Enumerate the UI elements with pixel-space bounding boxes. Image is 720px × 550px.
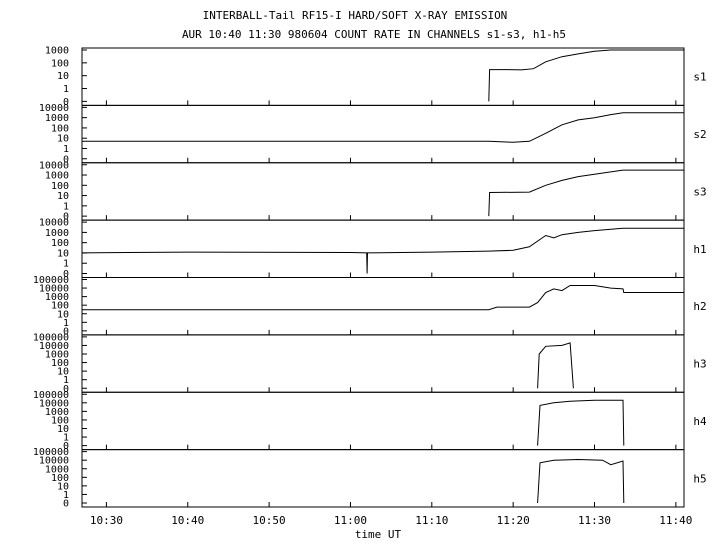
y-tick-label-s2: 100 [51,123,69,134]
y-tick-label-h4: 0 [63,441,69,452]
series-label-s1: s1 [693,71,706,84]
panels-group: 01101001000s10110100100010000s2011010010… [33,46,707,510]
panel-frame-s1 [81,47,685,106]
y-tick-label-h5: 100 [51,473,69,484]
y-tick-label-h2: 10000 [39,284,69,295]
panel-frame-h5 [81,449,685,508]
chart-title: INTERBALL-Tail RF15-I HARD/SOFT X-RAY EM… [203,9,508,22]
y-tick-label-h3: 1000 [45,350,69,361]
y-tick-label-h2: 100000 [33,275,69,286]
x-tick-label: 11:20 [497,514,530,527]
x-tick-label: 10:30 [90,514,123,527]
y-tick-label-h5: 100000 [33,447,69,458]
panel-frame-s2 [81,104,685,164]
x-axis: 10:30 10:40 10:50 11:00 11:10 11:20 11:30 11:40 [90,100,692,527]
y-tick-label-s2: 1 [63,144,69,155]
y-tick-label-h4: 100000 [33,390,69,401]
y-tick-label-h2: 1000 [45,292,69,303]
chart-subtitle: AUR 10:40 11:30 980604 COUNT RATE IN CHA… [182,28,566,41]
panel-frame-h3 [81,334,685,393]
y-tick-label-h2: 10 [57,309,69,320]
y-tick-label-s1: 1 [63,84,69,95]
y-tick-label-s3: 1 [63,201,69,212]
x-tick-label: 11:10 [415,514,448,527]
y-tick-label-h1: 10 [57,248,69,259]
y-tick-label-s3: 0 [63,212,69,223]
y-tick-label-h2: 1 [63,318,69,329]
y-tick-label-h3: 100 [51,358,69,369]
y-tick-label-h1: 1 [63,259,69,270]
series-label-h2: h2 [693,300,706,313]
y-tick-label-s2: 0 [63,154,69,165]
series-label-h1: h1 [693,243,706,256]
series-line-s2 [82,112,684,143]
x-tick-label: 11:00 [334,514,367,527]
series-label-h5: h5 [693,472,706,485]
series-line-h4 [537,399,625,446]
series-label-h4: h4 [693,415,707,428]
y-tick-label-s1: 1000 [45,46,69,57]
y-tick-label-h3: 10000 [39,341,69,352]
y-tick-label-h5: 10000 [39,456,69,467]
series-line-h2 [82,285,684,311]
series-label-s2: s2 [693,128,706,141]
y-tick-label-h3: 100000 [33,332,69,343]
series-line-s3 [488,169,684,217]
series-line-h5 [537,458,625,504]
x-tick-label: 11:40 [659,514,692,527]
series-line-s1 [488,49,684,102]
y-tick-label-h2: 100 [51,301,69,312]
y-tick-label-h4: 1000 [45,407,69,418]
x-tick-label: 10:50 [253,514,286,527]
panel-frame-h1 [81,219,685,278]
y-tick-label-h1: 1000 [45,228,69,239]
y-tick-label-s2: 10000 [39,103,69,114]
y-tick-label-h2: 0 [63,326,69,337]
panel-frame-s3 [81,162,685,221]
y-tick-label-s3: 10000 [39,160,69,171]
y-tick-label-h5: 1 [63,490,69,501]
y-tick-label-s2: 10 [57,134,69,145]
x-axis-label: time UT [355,528,402,541]
y-tick-label-s1: 10 [57,71,69,82]
series-line-h1 [81,227,684,274]
y-tick-label-h4: 10000 [39,398,69,409]
y-tick-label-h5: 1000 [45,464,69,475]
y-tick-label-h4: 10 [57,424,69,435]
y-tick-label-s2: 1000 [45,113,69,124]
y-tick-label-h1: 0 [63,269,69,280]
y-tick-label-h3: 0 [63,384,69,395]
series-line-h3 [537,342,574,389]
y-tick-label-h1: 100 [51,238,69,249]
x-tick-label: 10:40 [171,514,204,527]
y-tick-label-h3: 10 [57,367,69,378]
y-tick-label-h5: 0 [63,499,69,510]
y-tick-label-h5: 10 [57,481,69,492]
x-tick-label: 11:30 [578,514,611,527]
y-tick-label-s1: 0 [63,97,69,108]
y-tick-label-s3: 100 [51,181,69,192]
y-tick-label-s3: 10 [57,191,69,202]
y-tick-label-h4: 1 [63,433,69,444]
series-label-h3: h3 [693,358,706,371]
y-tick-label-s1: 100 [51,58,69,69]
series-label-s3: s3 [693,185,706,198]
y-tick-label-h3: 1 [63,375,69,386]
y-tick-label-h1: 10000 [39,218,69,229]
panel-frame-h2 [81,277,685,336]
panel-frame-h4 [81,391,685,451]
y-tick-label-h4: 100 [51,415,69,426]
y-tick-label-s3: 1000 [45,171,69,182]
